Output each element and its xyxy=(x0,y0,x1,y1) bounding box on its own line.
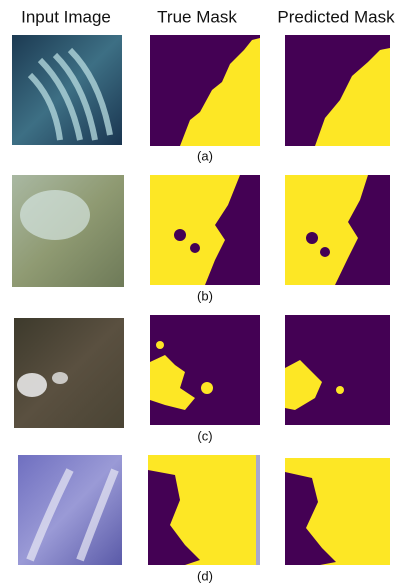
row-label: (b) xyxy=(197,288,213,303)
row-a: (a) xyxy=(12,35,390,163)
input-image xyxy=(12,35,122,145)
row-b: (b) xyxy=(12,175,390,303)
cloud-region xyxy=(336,386,344,394)
row-label: (a) xyxy=(197,148,213,163)
clear-region xyxy=(306,232,318,244)
cloud xyxy=(20,190,90,240)
row-label: (d) xyxy=(197,568,213,583)
cloud-region xyxy=(156,341,164,349)
cloud xyxy=(17,373,47,397)
edge-strip xyxy=(256,455,260,565)
row-label: (c) xyxy=(197,428,212,443)
input-image xyxy=(14,318,124,428)
row-c: (c) xyxy=(14,315,390,443)
column-header: True Mask xyxy=(157,7,237,26)
clear-region xyxy=(190,243,200,253)
column-header: Predicted Mask xyxy=(277,7,395,26)
cloud xyxy=(52,372,68,384)
figure: Input Image True Mask Predicted Mask (a)… xyxy=(0,0,420,588)
clear-region xyxy=(174,229,186,241)
clear-region xyxy=(320,247,330,257)
column-header: Input Image xyxy=(21,7,111,26)
row-d: (d) xyxy=(18,455,390,583)
cloud-region xyxy=(201,382,213,394)
